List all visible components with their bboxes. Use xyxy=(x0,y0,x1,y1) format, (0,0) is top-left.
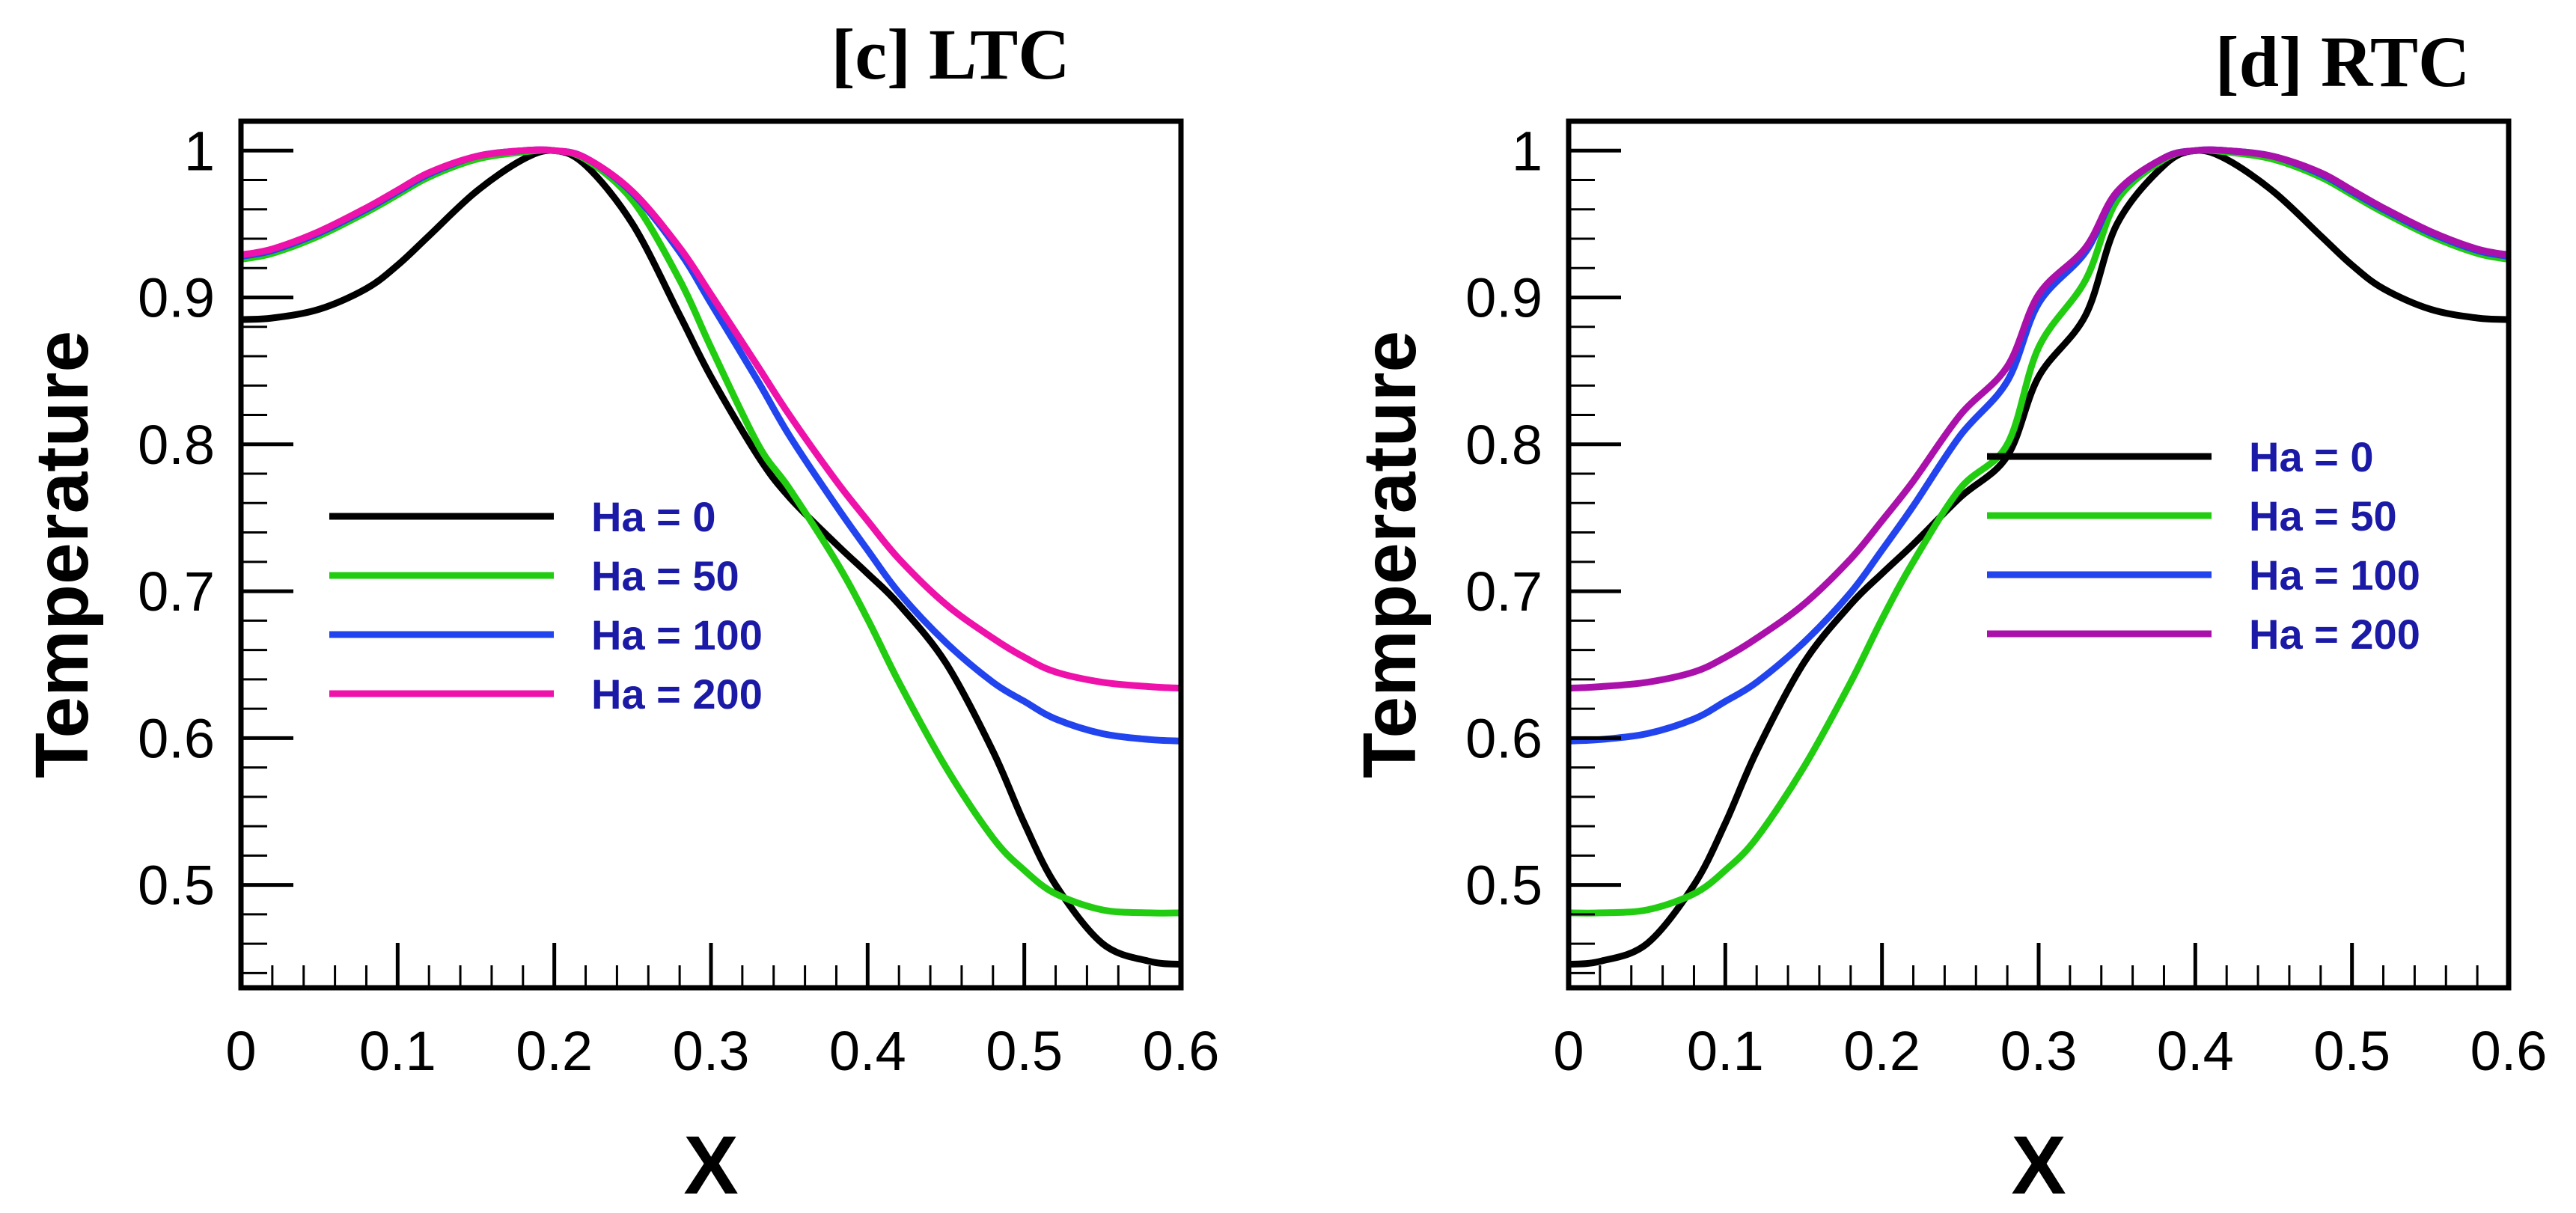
chart-title-ltc: [c] LTC xyxy=(831,14,1069,94)
legend-label-rtc-3: Ha = 200 xyxy=(2249,611,2420,658)
x-tick-label: 0 xyxy=(225,1020,256,1082)
x-tick-label: 0.5 xyxy=(986,1020,1063,1082)
x-tick-label: 0.4 xyxy=(829,1020,906,1082)
y-axis-label-ltc: Temperature xyxy=(20,331,104,778)
x-tick-label: 0 xyxy=(1553,1020,1584,1082)
y-tick-label: 0.7 xyxy=(138,560,215,623)
y-tick-label: 0.5 xyxy=(1465,855,1542,917)
x-tick-label: 0.3 xyxy=(2000,1020,2078,1082)
chart-title-rtc: [d] RTC xyxy=(2215,22,2470,102)
x-tick-label: 0.2 xyxy=(516,1020,593,1082)
x-tick-label: 0.2 xyxy=(1843,1020,1920,1082)
x-tick-label: 0.5 xyxy=(2313,1020,2390,1082)
series-line-ltc-3 xyxy=(241,146,1181,692)
y-tick-label: 0.9 xyxy=(1465,267,1542,329)
y-tick-label: 0.8 xyxy=(1465,414,1542,476)
x-axis-label-rtc: X xyxy=(2011,1119,2066,1212)
legend-label-rtc-0: Ha = 0 xyxy=(2249,433,2374,480)
x-axis-label-ltc: X xyxy=(683,1119,738,1212)
x-tick-label: 0.6 xyxy=(1143,1020,1220,1082)
panel-rtc: 0 0.1 0.2 0.3 0.4 0.5 0.6 0.5 0.6 0.7 0.8 0.9 1 Ha =… xyxy=(1348,22,2547,1212)
legend-label-ltc-1: Ha = 50 xyxy=(591,552,739,599)
y-tick-label: 1 xyxy=(1512,120,1542,182)
y-tick-label: 0.8 xyxy=(138,414,215,476)
legend-label-ltc-0: Ha = 0 xyxy=(591,493,716,540)
legend-label-rtc-1: Ha = 50 xyxy=(2249,492,2397,540)
legend-label-ltc-2: Ha = 100 xyxy=(591,611,763,659)
legend-ltc: Ha = 0 Ha = 50 Ha = 100 Ha = 200 xyxy=(329,493,763,718)
x-tick-label: 0.6 xyxy=(2470,1020,2548,1082)
y-tick-label: 0.6 xyxy=(138,707,215,769)
y-tick-label: 0.9 xyxy=(138,267,215,329)
panel-ltc: 0 0.1 0.2 0.3 0.4 0.5 0.6 0.5 0.6 0.7 0.8 0.9 1 Ha =… xyxy=(20,14,1219,1212)
x-tick-label: 0.1 xyxy=(1687,1020,1764,1082)
x-tick-label: 0.3 xyxy=(673,1020,750,1082)
y-tick-label: 0.6 xyxy=(1465,707,1542,769)
y-tick-label: 0.7 xyxy=(1465,560,1542,623)
legend-label-rtc-2: Ha = 100 xyxy=(2249,551,2420,599)
y-tick-label: 0.5 xyxy=(138,855,215,917)
series-line-rtc-3 xyxy=(1569,146,2509,692)
series-line-ltc-0 xyxy=(241,147,1181,968)
y-axis-label-rtc: Temperature xyxy=(1348,331,1432,778)
x-tick-label: 0.1 xyxy=(359,1020,436,1082)
legend-rtc: Ha = 0 Ha = 50 Ha = 100 Ha = 200 xyxy=(1987,433,2420,658)
series-line-rtc-0 xyxy=(1569,147,2509,968)
legend-label-ltc-3: Ha = 200 xyxy=(591,670,763,718)
x-tick-label: 0.4 xyxy=(2157,1020,2234,1082)
y-tick-label: 1 xyxy=(184,120,215,182)
